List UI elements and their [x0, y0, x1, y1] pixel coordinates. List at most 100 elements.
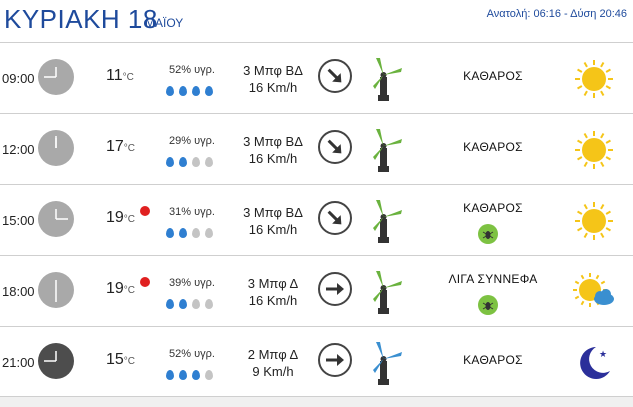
forecast-time: 15:00 [2, 213, 35, 228]
svg-text:★: ★ [599, 349, 607, 359]
wind-force: 2 Μπφ Δ [247, 347, 299, 362]
sunrise-sunset: Ανατολή: 06:16 - Δύση 20:46 [486, 8, 627, 20]
forecast-time: 18:00 [2, 284, 35, 299]
wind-force: 3 Μπφ ΒΔ [243, 134, 303, 149]
humidity-drop-icon [166, 370, 174, 380]
humidity-drop-icon [192, 86, 200, 96]
humidity-drops [166, 225, 218, 239]
page-header: ΚΥΡΙΑΚΗ 18 ΜΑΪΟΥ Ανατολή: 06:16 - Δύση 2… [0, 0, 633, 42]
sky-condition: ΛΙΓΑ ΣΥΝΝΕΦΑ [448, 272, 538, 286]
forecast-time: 21:00 [2, 355, 35, 370]
wind-speed: 16 Km/h [248, 222, 298, 237]
wind-turbine-icon [368, 268, 408, 314]
humidity-drop-icon [205, 370, 213, 380]
humidity-drop-icon [179, 157, 187, 167]
forecast-row: 09:00 11°C 52% υγρ. 3 Μπφ ΒΔ 16 Km/h [0, 42, 633, 113]
humidity-drop-icon [205, 228, 213, 238]
humidity-drop-icon [166, 228, 174, 238]
moon-icon: ★ [572, 341, 616, 385]
humidity-label: 39% υγρ. [169, 277, 215, 289]
humidity-drop-icon [166, 86, 174, 96]
wind-speed: 16 Km/h [248, 80, 298, 95]
temperature-unit: °C [122, 72, 134, 83]
wind-info: 3 Μπφ ΒΔ 16 Km/h [228, 133, 318, 167]
wind-speed: 16 Km/h [248, 293, 298, 308]
temperature: 17°C [106, 138, 136, 155]
temperature: 11°C [106, 67, 134, 84]
humidity-drop-icon [179, 228, 187, 238]
humidity-drop-icon [192, 228, 200, 238]
wind-direction-arrow-icon [318, 59, 352, 93]
day-title: ΚΥΡΙΑΚΗ 18 [4, 4, 158, 34]
wind-info: 3 Μπφ ΒΔ 16 Km/h [228, 204, 318, 238]
wind-info: 3 Μπφ ΒΔ 16 Km/h [228, 62, 318, 96]
humidity-label: 52% υγρ. [169, 64, 215, 76]
insect-icon [478, 224, 498, 244]
forecast-time: 09:00 [2, 71, 35, 86]
humidity-drop-icon [166, 299, 174, 309]
sky-condition: ΚΑΘΑΡΟΣ [463, 201, 523, 215]
clock-icon [38, 201, 74, 237]
humidity-label: 52% υγρ. [169, 348, 215, 360]
wind-force: 3 Μπφ ΒΔ [243, 205, 303, 220]
footer-strip [0, 396, 633, 407]
temperature-unit: °C [123, 143, 136, 154]
sun-icon [572, 199, 616, 243]
wind-direction-arrow-icon [318, 343, 352, 377]
sky-condition: ΚΑΘΑΡΟΣ [463, 140, 523, 154]
wind-direction-arrow-icon [318, 130, 352, 164]
clock-icon [38, 272, 74, 308]
temperature: 15°C [106, 351, 136, 368]
humidity-drop-icon [192, 157, 200, 167]
temperature: 19°C [106, 209, 136, 226]
sun-icon [572, 128, 616, 172]
clock-night-icon [38, 343, 74, 379]
wind-direction-arrow-icon [318, 201, 352, 235]
wind-info: 2 Μπφ Δ 9 Km/h [228, 346, 318, 380]
temperature: 19°C [106, 280, 136, 297]
humidity-label: 31% υγρ. [169, 206, 215, 218]
sun-cloud-icon [572, 270, 616, 314]
humidity-drop-icon [205, 157, 213, 167]
wind-turbine-icon [368, 197, 408, 243]
clock-icon [38, 59, 74, 95]
wind-direction-arrow-icon [318, 272, 352, 306]
humidity-drop-icon [192, 299, 200, 309]
wind-turbine-icon [368, 339, 408, 385]
wind-info: 3 Μπφ Δ 16 Km/h [228, 275, 318, 309]
humidity-drops [166, 367, 218, 381]
humidity-drops [166, 154, 218, 168]
clock-icon [38, 130, 74, 166]
sky-condition: ΚΑΘΑΡΟΣ [463, 353, 523, 367]
humidity-drop-icon [192, 370, 200, 380]
wind-speed: 16 Km/h [248, 151, 298, 166]
humidity-drops [166, 83, 218, 97]
forecast-time: 12:00 [2, 142, 35, 157]
wind-turbine-icon [368, 126, 408, 172]
wind-force: 3 Μπφ ΒΔ [243, 63, 303, 78]
humidity-drop-icon [166, 157, 174, 167]
humidity-drop-icon [179, 86, 187, 96]
humidity-drop-icon [205, 86, 213, 96]
forecast-row: 12:00 17°C 29% υγρ. 3 Μπφ ΒΔ 16 Km/h [0, 113, 633, 184]
sky-condition: ΚΑΘΑΡΟΣ [463, 69, 523, 83]
humidity-drops [166, 296, 218, 310]
sun-icon [572, 57, 616, 101]
temperature-unit: °C [123, 214, 136, 225]
temperature-unit: °C [123, 285, 136, 296]
heat-alert-dot-icon [140, 277, 150, 287]
forecast-row: 21:00 15°C 52% υγρ. 2 Μπφ Δ 9 Km/h [0, 326, 633, 397]
heat-alert-dot-icon [140, 206, 150, 216]
humidity-drop-icon [179, 299, 187, 309]
temperature-unit: °C [123, 356, 136, 367]
month-label: ΜΑΪΟΥ [145, 16, 184, 30]
wind-turbine-icon [368, 55, 408, 101]
humidity-label: 29% υγρ. [169, 135, 215, 147]
wind-force: 3 Μπφ Δ [247, 276, 299, 291]
insect-icon [478, 295, 498, 315]
humidity-drop-icon [205, 299, 213, 309]
wind-speed: 9 Km/h [252, 364, 294, 379]
forecast-row: 15:00 19°C 31% υγρ. 3 Μπφ ΒΔ 16 Km/h [0, 184, 633, 255]
forecast-row: 18:00 19°C 39% υγρ. 3 Μπφ Δ 16 Km/h [0, 255, 633, 326]
humidity-drop-icon [179, 370, 187, 380]
